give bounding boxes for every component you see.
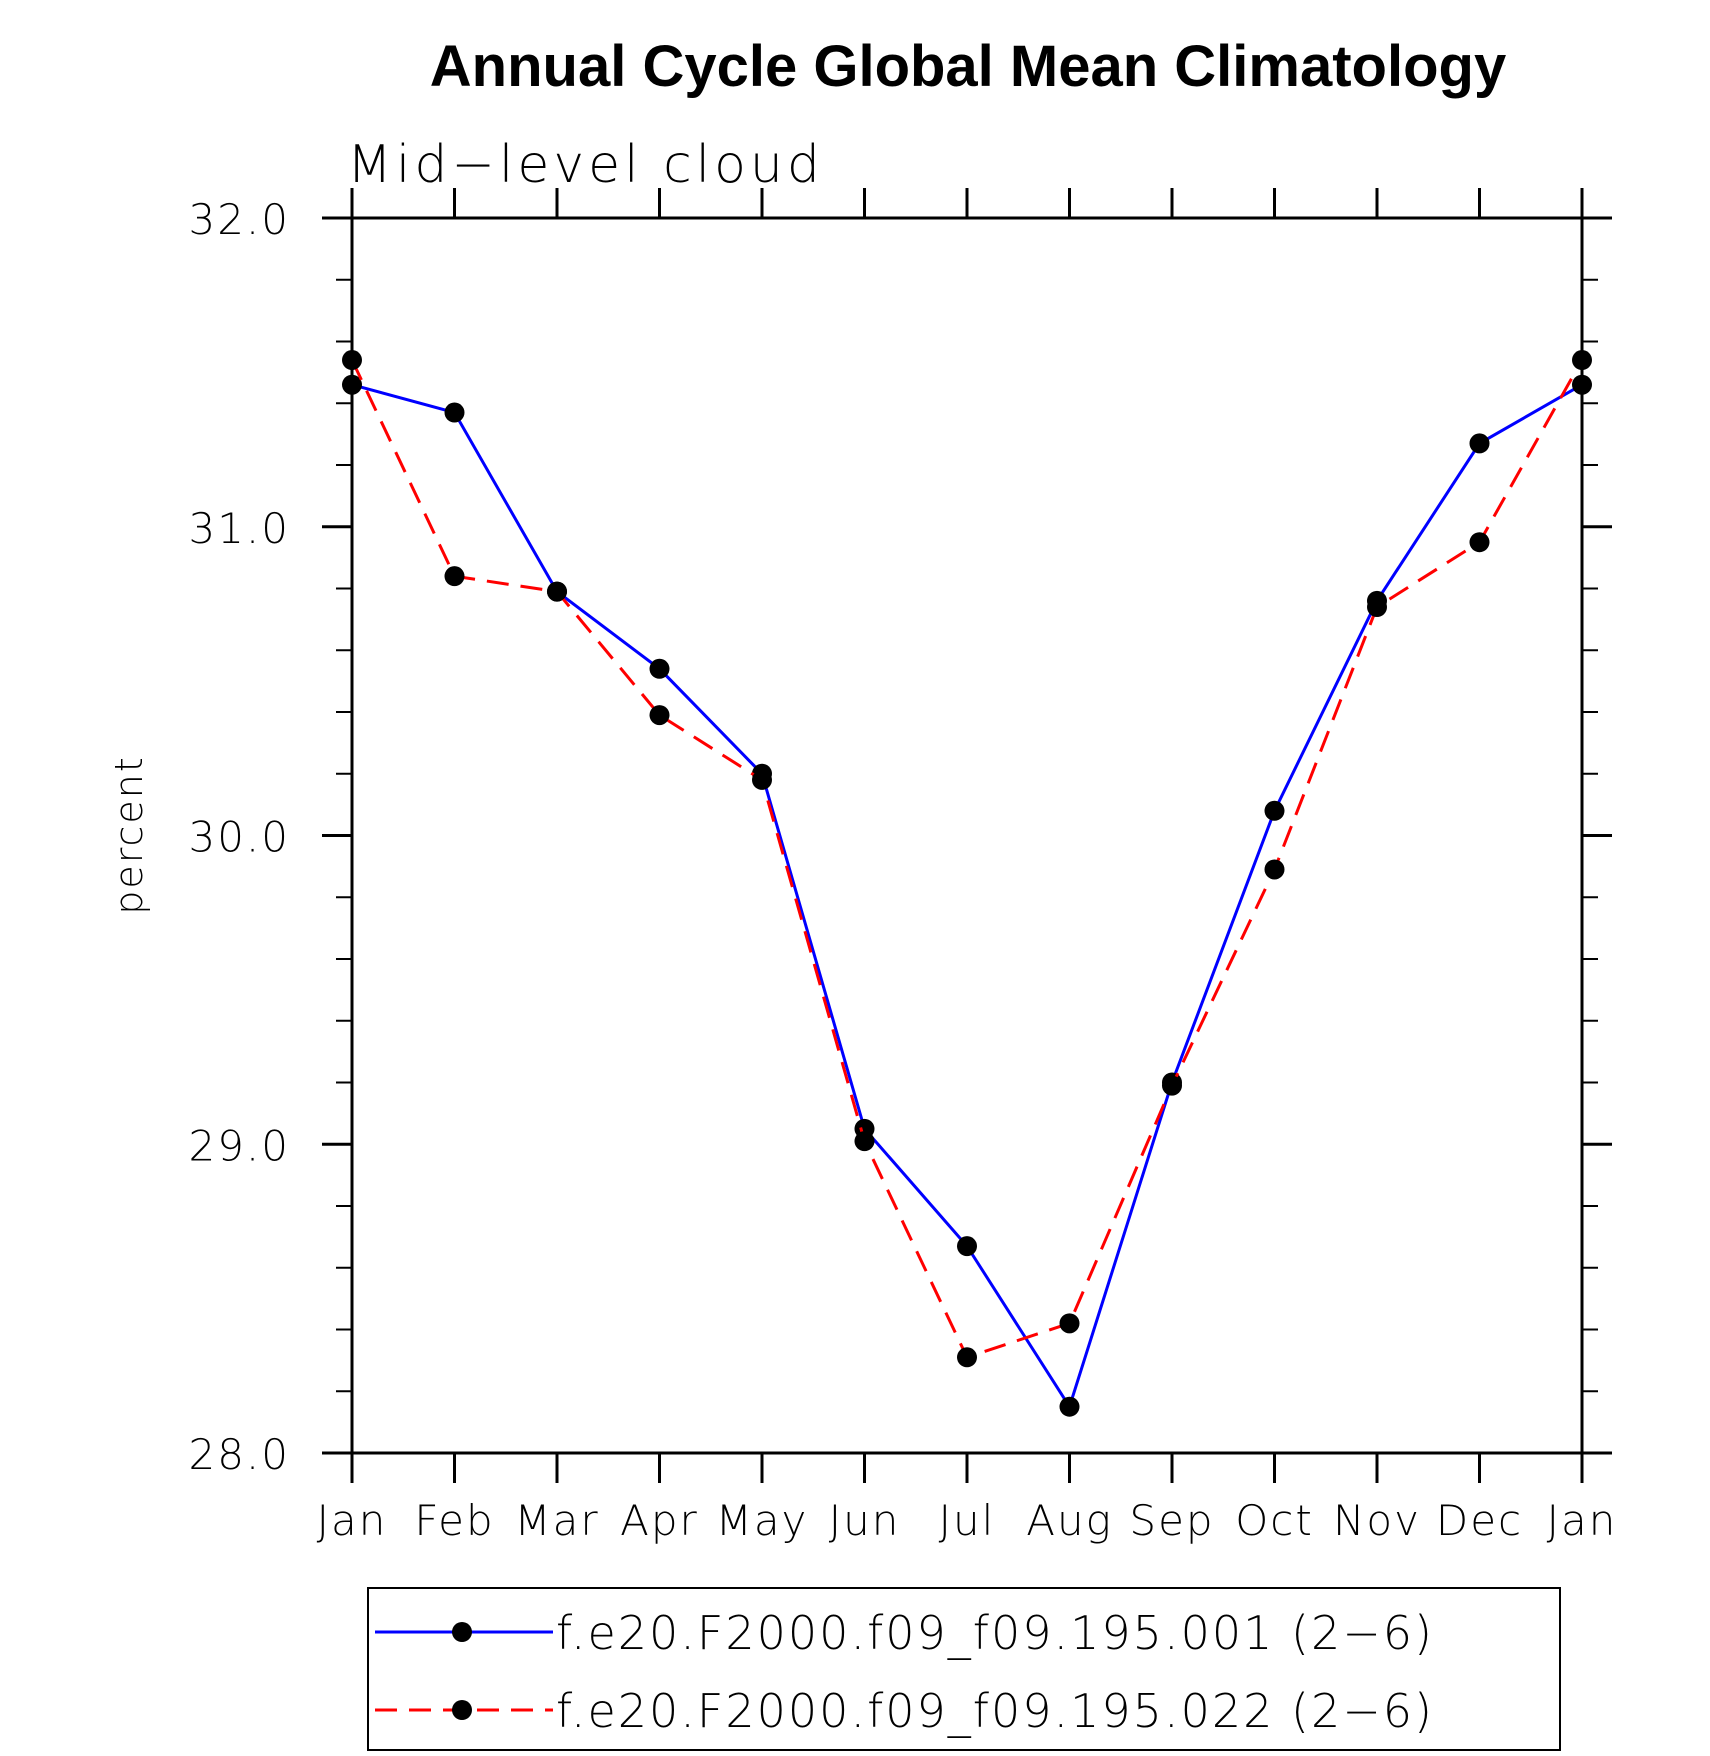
legend: f.e20.F2000.f09_f09.195.001 (2−6) f.e20.F…: [367, 1587, 1561, 1751]
legend-box: [367, 1587, 1561, 1751]
series-1-point: [649, 658, 670, 679]
y-tick-label: 31.0: [188, 504, 290, 553]
series-2-point: [444, 566, 465, 587]
axes: Jan Feb Mar Apr May Jun Jul Aug Sep Oct Nov Dec Jan 2…: [188, 188, 1618, 1545]
legend-marker-1: [452, 1622, 472, 1642]
x-tick-label: Feb: [414, 1496, 494, 1545]
plot-frame: [350, 216, 1584, 1455]
chart-subtitle: Mid−level cloud: [347, 135, 824, 195]
x-tick-label: Mar: [514, 1496, 599, 1545]
x-tick-label: Jan: [317, 1496, 388, 1545]
x-tick-label: Jul: [939, 1496, 996, 1545]
series-2-point: [752, 769, 772, 790]
x-tick-label: Jun: [829, 1496, 901, 1545]
x-tick-label: Nov: [1333, 1496, 1421, 1545]
legend-marker-2: [452, 1700, 472, 1720]
series-2-line: [350, 359, 1584, 1360]
y-axis-label: percent: [107, 755, 151, 915]
series-2-point: [547, 581, 567, 602]
series-1-point: [1469, 433, 1490, 454]
series-2: [342, 350, 1592, 1368]
y-tick-label: 32.0: [188, 195, 290, 244]
series-1-point: [444, 402, 465, 423]
x-tick-label: Apr: [620, 1496, 699, 1545]
series-2-point: [649, 705, 670, 726]
series-1-point: [342, 374, 362, 395]
series-1-point: [1264, 800, 1285, 821]
series-2-point: [342, 350, 362, 371]
series-2-point: [1162, 1075, 1182, 1096]
series-1-point: [1572, 374, 1592, 395]
series-2-point: [1367, 597, 1387, 618]
x-tick-label: Sep: [1129, 1496, 1214, 1545]
x-tick-label: Oct: [1235, 1496, 1314, 1545]
series-2-point: [854, 1131, 875, 1152]
chart-title: Annual Cycle Global Mean Climatology: [430, 34, 1506, 99]
series-2-point: [957, 1347, 977, 1368]
series-1: [342, 374, 1592, 1417]
legend-label-1: f.e20.F2000.f09_f09.195.001 (2−6): [556, 1606, 1434, 1660]
x-tick-label: Aug: [1026, 1496, 1113, 1545]
series-2-point: [1469, 532, 1490, 553]
x-tick-label: Jan: [1547, 1496, 1618, 1545]
series-2-point: [1059, 1313, 1080, 1334]
series-1-point: [1059, 1396, 1080, 1417]
x-tick-label: Dec: [1436, 1496, 1523, 1545]
series-1-point: [957, 1236, 977, 1257]
legend-label-2: f.e20.F2000.f09_f09.195.022 (2−6): [556, 1684, 1434, 1738]
series-group: [342, 350, 1592, 1417]
series-2-point: [1264, 859, 1285, 880]
y-tick-label: 28.0: [188, 1430, 290, 1479]
series-2-point: [1572, 350, 1592, 371]
y-tick-label: 29.0: [188, 1121, 290, 1170]
y-tick-label: 30.0: [188, 813, 290, 862]
x-tick-label: May: [716, 1496, 809, 1545]
